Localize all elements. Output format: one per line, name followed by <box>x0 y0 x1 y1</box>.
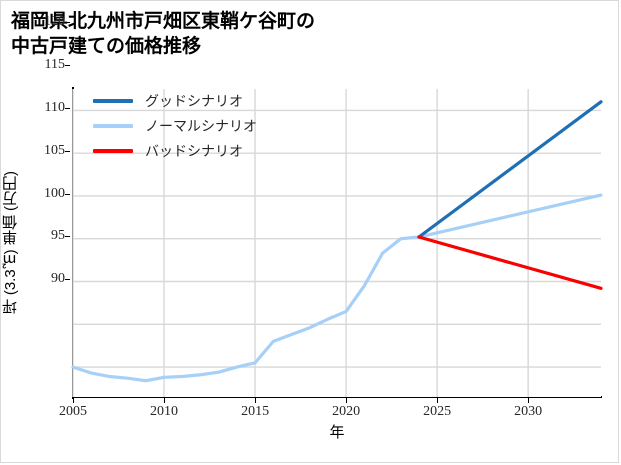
legend-color-swatch <box>93 124 133 128</box>
page-title: 福岡県北九州市戸畑区東鞘ケ谷町の 中古戸建ての価格推移 <box>11 11 316 57</box>
x-tick-label: 2030 <box>514 404 543 419</box>
y-tick-mark <box>65 193 70 195</box>
chart-legend: グッドシナリオ ノーマルシナリオ バッドシナリオ <box>93 93 257 159</box>
x-axis-spine <box>72 396 602 398</box>
y-tick-mark <box>65 150 70 152</box>
x-tick-label: 2020 <box>332 404 361 419</box>
legend-item-label: バッドシナリオ <box>145 143 243 159</box>
y-tick-label: 100 <box>44 185 65 201</box>
series-lines <box>71 100 603 383</box>
x-tick-mark <box>437 398 439 403</box>
series-line <box>71 193 603 383</box>
legend-item-label: ノーマルシナリオ <box>145 118 257 134</box>
y-tick-mark <box>65 65 70 67</box>
y-tick-mark <box>65 236 70 238</box>
y-tick-label: 90 <box>51 271 65 287</box>
legend-item[interactable]: ノーマルシナリオ <box>93 118 257 134</box>
y-tick-label: 105 <box>44 142 65 158</box>
legend-item-label: グッドシナリオ <box>145 93 243 109</box>
series-line <box>417 235 603 290</box>
y-axis-ticks: 90 95 100 105 110 115 120 <box>1 1 70 309</box>
legend-color-swatch <box>93 99 133 103</box>
x-tick-mark <box>73 398 74 403</box>
x-tick-label: 2025 <box>423 404 452 419</box>
x-tick-label: 2010 <box>150 404 179 419</box>
gridlines <box>72 89 601 397</box>
x-tick-mark <box>528 398 530 403</box>
x-tick-label: 2005 <box>59 404 87 419</box>
legend-color-swatch <box>93 149 133 153</box>
y-tick-mark <box>65 22 70 24</box>
x-tick-mark <box>255 398 257 403</box>
y-tick-label: 95 <box>51 228 65 244</box>
x-tick-mark <box>164 398 166 403</box>
series-line <box>417 100 603 239</box>
x-axis-label: 年 <box>329 424 345 441</box>
y-tick-mark <box>65 107 70 109</box>
x-axis-ticks: 2005 2010 2015 2020 2025 2030 <box>59 398 601 422</box>
plot-area <box>71 89 603 397</box>
y-tick-label: 115 <box>44 57 65 73</box>
y-tick-label: 110 <box>44 99 65 115</box>
x-tick-label: 2015 <box>241 404 270 419</box>
legend-item[interactable]: バッドシナリオ <box>93 143 257 159</box>
y-tick-label: 120 <box>44 14 65 30</box>
x-tick-mark <box>346 398 348 403</box>
y-tick-mark <box>65 279 70 281</box>
legend-item[interactable]: グッドシナリオ <box>93 93 257 109</box>
